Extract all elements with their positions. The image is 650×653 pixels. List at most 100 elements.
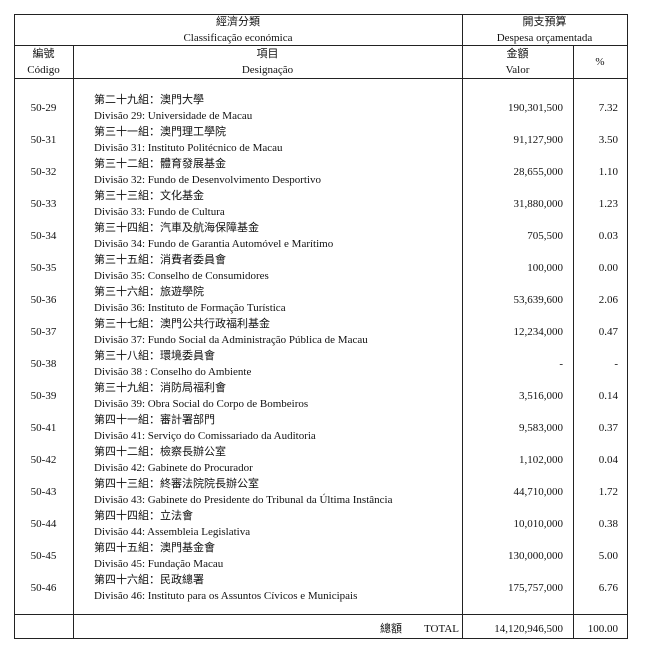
row-percent: 5.00	[598, 550, 618, 562]
row-value: 130,000,000	[508, 550, 563, 562]
row-code: 50-39	[30, 390, 57, 402]
row-code: 50-34	[30, 230, 57, 242]
row-code: 50-43	[30, 486, 57, 498]
row-code: 50-46	[30, 582, 57, 594]
header-item-zh: 項目	[256, 48, 279, 60]
row-name-zh: 第四十五組：澳門基金會	[94, 542, 215, 554]
row-percent: 0.04	[598, 454, 618, 466]
row-value: 9,583,000	[519, 422, 563, 434]
row-percent: 1.23	[598, 198, 618, 210]
row-percent: 3.50	[598, 134, 618, 146]
row-percent: -	[614, 358, 618, 370]
row-code: 50-37	[30, 326, 57, 338]
row-name-zh: 第四十一組：審計署部門	[94, 414, 215, 426]
row-name-pt: Divisão 31: Instituto Politécnico de Mac…	[94, 142, 283, 154]
row-percent: 0.47	[598, 326, 618, 338]
row-value: -	[559, 358, 563, 370]
row-value: 175,757,000	[508, 582, 563, 594]
header-budget-pt: Despesa orçamentada	[496, 32, 593, 44]
rule	[462, 14, 463, 639]
total-percent: 100.00	[587, 623, 618, 635]
row-code: 50-36	[30, 294, 57, 306]
row-name-pt: Divisão 43: Gabinete do Presidente do Tr…	[94, 494, 393, 506]
row-name-pt: Divisão 45: Fundação Macau	[94, 558, 224, 570]
row-value: 705,500	[527, 230, 563, 242]
row-code: 50-45	[30, 550, 57, 562]
rule	[14, 78, 627, 79]
row-percent: 1.10	[598, 166, 618, 178]
row-name-zh: 第三十六組：旅遊學院	[94, 286, 204, 298]
row-value: 3,516,000	[519, 390, 563, 402]
row-name-pt: Divisão 36: Instituto de Formação Turíst…	[94, 302, 286, 314]
row-name-pt: Divisão 38 : Conselho do Ambiente	[94, 366, 252, 378]
row-name-zh: 第三十一組：澳門理工學院	[94, 126, 226, 138]
row-name-zh: 第三十八組：環境委員會	[94, 350, 215, 362]
row-code: 50-32	[30, 166, 57, 178]
header-percent: %	[595, 56, 605, 68]
rule	[14, 14, 627, 15]
rule	[14, 14, 15, 639]
row-name-zh: 第四十四組：立法會	[94, 510, 193, 522]
header-item-pt: Designação	[241, 64, 294, 76]
row-code: 50-41	[30, 422, 57, 434]
row-value: 1,102,000	[519, 454, 563, 466]
row-percent: 0.37	[598, 422, 618, 434]
row-name-zh: 第三十三組：文化基金	[94, 190, 204, 202]
row-value: 91,127,900	[513, 134, 564, 146]
header-code-zh: 編號	[32, 48, 55, 60]
row-value: 190,301,500	[508, 102, 563, 114]
row-percent: 0.38	[598, 518, 618, 530]
row-value: 53,639,600	[513, 294, 564, 306]
row-percent: 0.00	[598, 262, 618, 274]
header-amount-zh: 金額	[506, 48, 529, 60]
header-economic-zh: 經濟分類	[216, 16, 260, 28]
row-name-zh: 第三十二組：體育發展基金	[94, 158, 226, 170]
header-economic-pt: Classificação económica	[183, 32, 293, 44]
row-name-pt: Divisão 33: Fundo de Cultura	[94, 206, 225, 218]
row-code: 50-33	[30, 198, 57, 210]
row-value: 31,880,000	[513, 198, 564, 210]
rule	[73, 45, 74, 639]
row-name-zh: 第四十六組：民政總署	[94, 574, 204, 586]
row-name-pt: Divisão 44: Assembleia Legislativa	[94, 526, 251, 538]
row-percent: 0.03	[598, 230, 618, 242]
row-name-pt: Divisão 32: Fundo de Desenvolvimento Des…	[94, 174, 322, 186]
row-name-zh: 第三十四組：汽車及航海保障基金	[94, 222, 259, 234]
row-code: 50-29	[30, 102, 57, 114]
row-value: 100,000	[527, 262, 563, 274]
row-name-pt: Divisão 37: Fundo Social da Administraçã…	[94, 334, 368, 346]
row-code: 50-31	[30, 134, 57, 146]
row-name-pt: Divisão 34: Fundo de Garantia Automóvel …	[94, 238, 334, 250]
header-amount-pt: Valor	[505, 64, 530, 76]
row-percent: 0.14	[598, 390, 618, 402]
rule	[14, 614, 627, 615]
row-name-zh: 第二十九組：澳門大學	[94, 94, 204, 106]
row-code: 50-35	[30, 262, 57, 274]
rule	[14, 638, 627, 639]
row-name-zh: 第三十九組：消防局福利會	[94, 382, 226, 394]
row-name-zh: 第四十二組：檢察長辦公室	[94, 446, 226, 458]
row-name-pt: Divisão 46: Instituto para os Assuntos C…	[94, 590, 358, 602]
row-name-zh: 第三十七組：澳門公共行政福利基金	[94, 318, 270, 330]
row-name-pt: Divisão 39: Obra Social do Corpo de Bomb…	[94, 398, 309, 410]
row-percent: 6.76	[598, 582, 618, 594]
rule	[14, 45, 627, 46]
total-value: 14,120,946,500	[494, 623, 563, 635]
row-value: 12,234,000	[513, 326, 564, 338]
row-code: 50-42	[30, 454, 57, 466]
total-label-zh: 總額	[380, 623, 402, 635]
row-name-pt: Divisão 35: Conselho de Consumidores	[94, 270, 269, 282]
rule	[627, 14, 628, 639]
row-name-pt: Divisão 29: Universidade de Macau	[94, 110, 253, 122]
row-percent: 1.72	[598, 486, 618, 498]
header-budget-zh: 開支預算	[522, 16, 567, 28]
row-percent: 2.06	[598, 294, 618, 306]
row-name-pt: Divisão 41: Serviço do Comissariado da A…	[94, 430, 316, 442]
row-value: 10,010,000	[513, 518, 564, 530]
rule	[573, 45, 574, 639]
header-code-pt: Código	[27, 64, 60, 76]
row-value: 28,655,000	[513, 166, 564, 178]
row-name-zh: 第四十三組：終審法院院長辦公室	[94, 478, 259, 490]
row-name-zh: 第三十五組：消費者委員會	[94, 254, 226, 266]
row-value: 44,710,000	[513, 486, 564, 498]
